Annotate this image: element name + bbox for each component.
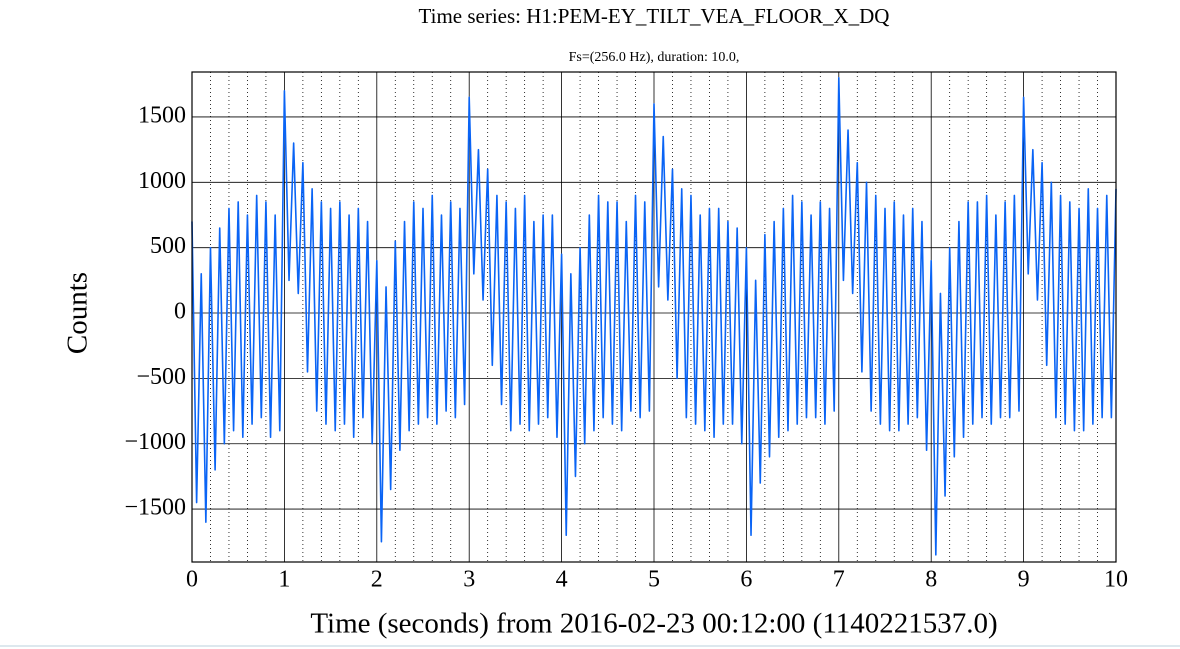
y-axis-label: Counts	[62, 272, 94, 354]
x-tick-label: 4	[556, 567, 568, 593]
x-tick-label: 3	[463, 567, 475, 593]
y-tick-label: −500	[136, 364, 186, 390]
x-tick-label: 9	[1018, 567, 1030, 593]
y-tick-label: 0	[174, 299, 186, 325]
chart-title: Time series: H1:PEM-EY_TILT_VEA_FLOOR_X_…	[419, 4, 890, 28]
plot-frame	[191, 71, 1117, 563]
x-tick-label: 2	[371, 567, 383, 593]
chart-subtitle: Fs=(256.0 Hz), duration: 10.0,	[569, 50, 740, 65]
y-tick-label: −1000	[124, 429, 186, 455]
x-tick-label: 8	[925, 567, 937, 593]
x-axis-label: Time (seconds) from 2016-02-23 00:12:00 …	[310, 608, 997, 640]
x-tick-label: 7	[833, 567, 845, 593]
x-tick-label: 5	[648, 567, 660, 593]
data-line	[191, 76, 1117, 556]
x-tick-label: 6	[740, 567, 752, 593]
x-tick-label: 1	[278, 567, 290, 593]
y-tick-label: 500	[150, 233, 186, 259]
y-tick-label: 1500	[138, 102, 186, 128]
y-tick-label: 1000	[138, 168, 186, 194]
y-tick-label: −1500	[124, 495, 186, 521]
x-tick-label: 0	[186, 567, 198, 593]
x-tick-label: 10	[1104, 567, 1128, 593]
